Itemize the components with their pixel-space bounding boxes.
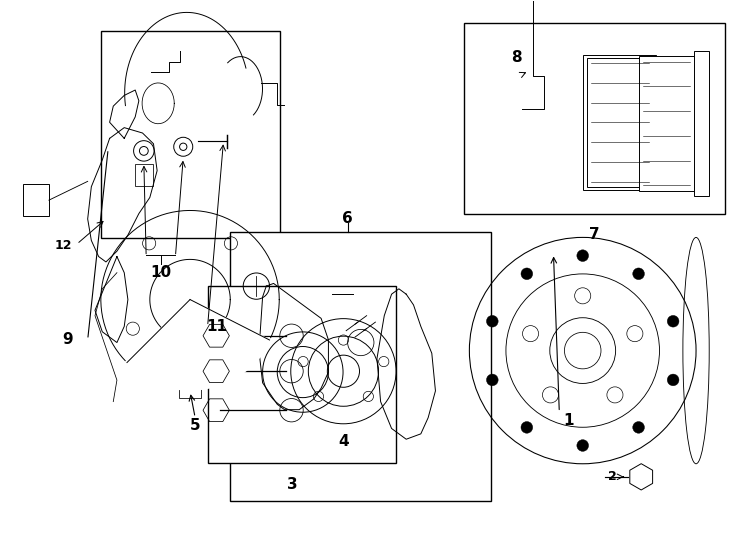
Text: 6: 6 bbox=[342, 212, 353, 226]
Text: 12: 12 bbox=[55, 239, 72, 252]
Circle shape bbox=[577, 440, 589, 451]
Polygon shape bbox=[127, 300, 269, 389]
Bar bbox=[584, 55, 656, 190]
Text: 5: 5 bbox=[190, 418, 200, 433]
Circle shape bbox=[633, 422, 644, 433]
Text: 3: 3 bbox=[287, 477, 298, 492]
Circle shape bbox=[633, 268, 644, 280]
Circle shape bbox=[487, 374, 498, 386]
Text: 7: 7 bbox=[589, 227, 600, 242]
Circle shape bbox=[667, 374, 679, 386]
Bar bbox=[208, 286, 396, 463]
Bar bbox=[694, 51, 708, 196]
Bar bbox=[587, 58, 653, 187]
Bar bbox=[179, 387, 201, 399]
Bar bbox=[230, 232, 491, 501]
Text: 11: 11 bbox=[206, 319, 228, 334]
Circle shape bbox=[667, 315, 679, 327]
Circle shape bbox=[521, 268, 533, 280]
Circle shape bbox=[487, 315, 498, 327]
Circle shape bbox=[521, 422, 533, 433]
Bar bbox=[135, 164, 153, 186]
Text: 4: 4 bbox=[338, 434, 349, 449]
Circle shape bbox=[577, 250, 589, 261]
Text: 10: 10 bbox=[150, 265, 171, 280]
Text: 8: 8 bbox=[511, 50, 522, 65]
Text: 2: 2 bbox=[608, 470, 617, 483]
Bar bbox=[464, 23, 725, 214]
Text: 9: 9 bbox=[62, 332, 73, 347]
Bar bbox=[23, 184, 49, 217]
Bar bbox=[101, 31, 280, 238]
Text: 1: 1 bbox=[563, 413, 573, 428]
Bar bbox=[639, 56, 694, 191]
